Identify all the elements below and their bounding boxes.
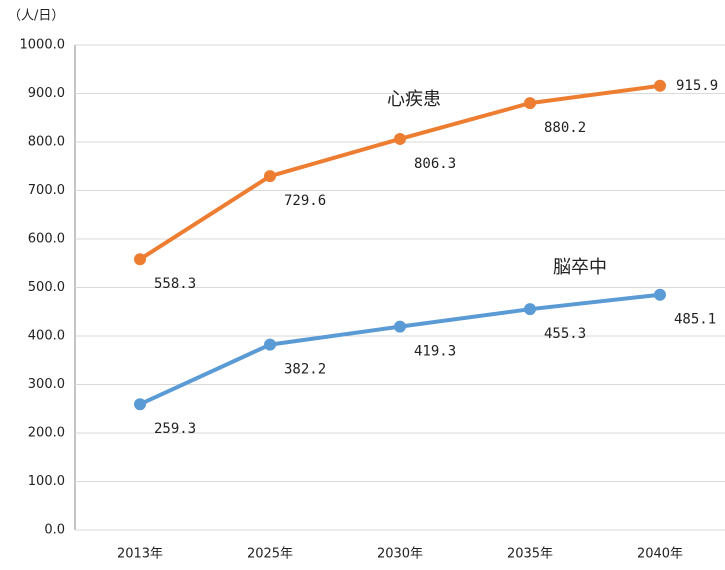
y-tick-label: 700.0 [28,183,65,198]
point [264,170,276,183]
y-tick-label: 900.0 [28,86,65,101]
y-tick-label: 100.0 [28,474,65,489]
series-name: 脳卒中 [553,257,607,278]
point [524,97,536,110]
x-tick-label: 2035年 [507,547,553,562]
value-label: 806.3 [414,156,456,172]
value-label: 729.6 [284,193,326,209]
y-tick-label: 800.0 [28,135,65,150]
value-label: 419.3 [414,344,456,360]
value-label: 915.9 [676,78,718,94]
point [264,338,276,351]
value-label: 485.1 [674,312,716,328]
series-name: 心疾患 [387,89,441,110]
x-tick-label: 2030年 [377,547,423,562]
value-label: 558.3 [154,276,196,292]
y-tick-label: 500.0 [28,280,65,295]
point [654,288,666,301]
point [524,303,536,316]
point [654,79,666,92]
x-tick-label: 2040年 [637,547,683,562]
value-label: 455.3 [544,326,586,342]
y-tick-label: 400.0 [28,329,65,344]
x-tick-label: 2013年 [117,547,163,562]
series-line [138,83,661,261]
series-line [139,292,661,407]
value-label: 259.3 [154,421,196,437]
y-tick-label: 1000.0 [20,38,66,53]
y-tick-label: 300.0 [28,377,65,392]
x-tick-label: 2025年 [247,547,293,562]
y-tick-label: 200.0 [28,426,65,441]
point [394,132,406,145]
value-label: 382.2 [284,362,326,378]
y-axis-label: （人/日） [8,9,64,24]
y-tick-label: 0.0 [44,523,65,538]
y-tick-label: 600.0 [28,232,65,247]
value-label: 880.2 [544,120,586,136]
point [394,320,406,333]
point [134,398,146,411]
point [134,253,146,266]
